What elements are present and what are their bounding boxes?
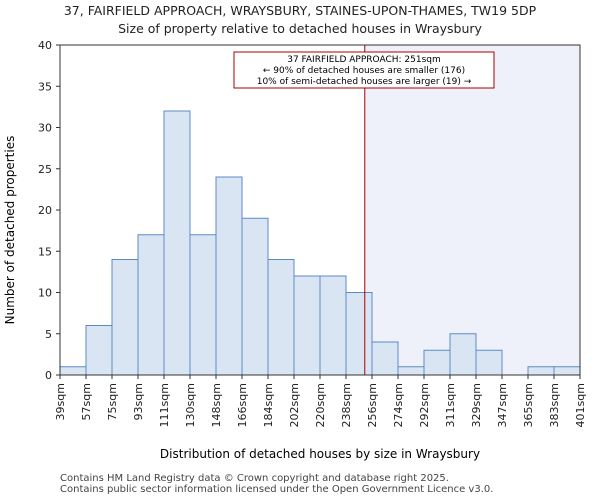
x-tick-label: 93sqm <box>132 383 145 420</box>
bar-292sqm <box>423 349 451 376</box>
bar-184sqm <box>267 259 295 376</box>
x-tick-label: 39sqm <box>54 383 67 420</box>
y-tick-label: 20 <box>38 204 52 217</box>
x-tick-label: 292sqm <box>418 383 431 427</box>
x-tick-label: 202sqm <box>288 383 301 427</box>
y-tick-label: 0 <box>45 369 52 382</box>
y-tick-label: 35 <box>38 80 52 93</box>
footer-copyright: Contains HM Land Registry data © Crown c… <box>60 473 449 484</box>
chart-title: 37, FAIRFIELD APPROACH, WRAYSBURY, STAIN… <box>63 3 537 18</box>
bar-148sqm <box>215 176 243 376</box>
x-tick-label: 130sqm <box>184 383 197 427</box>
bar-256sqm <box>371 341 399 376</box>
x-tick-label: 329sqm <box>470 383 483 427</box>
bar-220sqm <box>319 275 347 376</box>
x-tick-label: 274sqm <box>392 383 405 427</box>
annotation-rect <box>233 51 495 89</box>
x-tick-label: 365sqm <box>522 383 535 427</box>
x-tick-label: 401sqm <box>574 383 587 427</box>
bar-75sqm <box>111 259 139 376</box>
bar-202sqm <box>293 275 321 376</box>
bar-57sqm <box>85 325 113 376</box>
annotation-line-3: 10% of semi-detached houses are larger (… <box>257 77 472 87</box>
x-tick-label: 383sqm <box>548 383 561 427</box>
larger-region-shade <box>364 45 580 375</box>
bar-130sqm <box>189 234 217 376</box>
x-tick-label: 311sqm <box>444 383 457 427</box>
bar-311sqm <box>449 333 477 376</box>
y-axis-label: Number of detached properties <box>3 136 17 325</box>
bar-111sqm <box>163 110 191 376</box>
bar-93sqm <box>137 234 165 376</box>
x-tick-label: 57sqm <box>80 383 93 420</box>
x-tick-label: 347sqm <box>496 383 509 427</box>
y-tick-label: 15 <box>38 245 52 258</box>
bar-238sqm <box>345 292 373 376</box>
y-tick-label: 30 <box>38 122 52 135</box>
y-tick-label: 40 <box>38 39 52 52</box>
y-tick-label: 10 <box>38 287 52 300</box>
x-tick-label: 256sqm <box>366 383 379 427</box>
bar-166sqm <box>241 217 269 376</box>
x-tick-label: 148sqm <box>210 383 223 427</box>
y-tick-label: 25 <box>38 163 52 176</box>
x-tick-label: 166sqm <box>236 383 249 427</box>
bar-274sqm <box>397 366 425 376</box>
x-tick-label: 184sqm <box>262 383 275 427</box>
x-tick-label: 75sqm <box>106 383 119 420</box>
histogram-chart: 0 5 10 15 20 25 30 35 40 39sqm 57sqm 75sqm 93sqm 111s… <box>3 39 587 461</box>
bar-383sqm <box>553 366 581 376</box>
annotation-line-2: ← 90% of detached houses are smaller (17… <box>263 66 465 76</box>
y-tick-label: 5 <box>45 328 52 341</box>
x-tick-label: 238sqm <box>340 383 353 427</box>
annotation-line-1: 37 FAIRFIELD APPROACH: 251sqm <box>287 55 441 65</box>
x-tick-label: 111sqm <box>158 383 171 427</box>
chart-subtitle: Size of property relative to detached ho… <box>118 21 482 36</box>
bar-39sqm <box>59 366 87 376</box>
x-tick-label: 220sqm <box>314 383 327 427</box>
bar-365sqm <box>527 366 555 376</box>
bar-329sqm <box>475 349 503 376</box>
footer-licence: Contains public sector information licen… <box>60 484 494 495</box>
annotation-box: 37 FAIRFIELD APPROACH: 251sqm ← 90% of d… <box>233 51 495 89</box>
x-axis-label: Distribution of detached houses by size … <box>160 447 480 461</box>
